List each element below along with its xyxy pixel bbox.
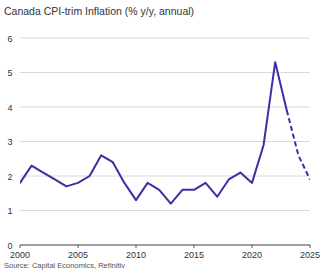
y-tick-label: 4: [7, 103, 12, 113]
source: Source: Capital Economics, Refinitiv: [4, 261, 125, 270]
grid-line: [20, 141, 310, 142]
grid-line: [20, 210, 310, 211]
x-tick-label: 2020: [242, 250, 262, 260]
y-tick-label: 0: [7, 241, 12, 251]
x-tick-label: 2010: [126, 250, 146, 260]
chart: Canada CPI-trim Inflation (% y/y, annual…: [0, 0, 325, 273]
x-tick: [20, 245, 21, 248]
series-line: [20, 62, 287, 203]
series-line: [287, 110, 310, 179]
y-tick-label: 5: [7, 68, 12, 78]
x-tick: [252, 245, 253, 248]
grid-line: [20, 72, 310, 73]
y-tick-label: 6: [7, 34, 12, 44]
x-tick-label: 2000: [10, 250, 30, 260]
x-tick: [310, 245, 311, 248]
title: Canada CPI-trim Inflation (% y/y, annual…: [4, 5, 194, 17]
x-tick-label: 2015: [184, 250, 204, 260]
grid-line: [20, 107, 310, 108]
x-tick: [78, 245, 79, 248]
grid-line: [20, 38, 310, 39]
x-tick-label: 2025: [300, 250, 320, 260]
x-tick-label: 2005: [68, 250, 88, 260]
grid-line: [20, 245, 310, 246]
x-tick: [136, 245, 137, 248]
x-tick: [194, 245, 195, 248]
y-tick-label: 3: [7, 137, 12, 147]
y-tick-label: 1: [7, 206, 12, 216]
x-axis: [20, 245, 310, 246]
plot-area: [20, 62, 310, 203]
y-tick-label: 2: [7, 172, 12, 182]
grid-line: [20, 176, 310, 177]
